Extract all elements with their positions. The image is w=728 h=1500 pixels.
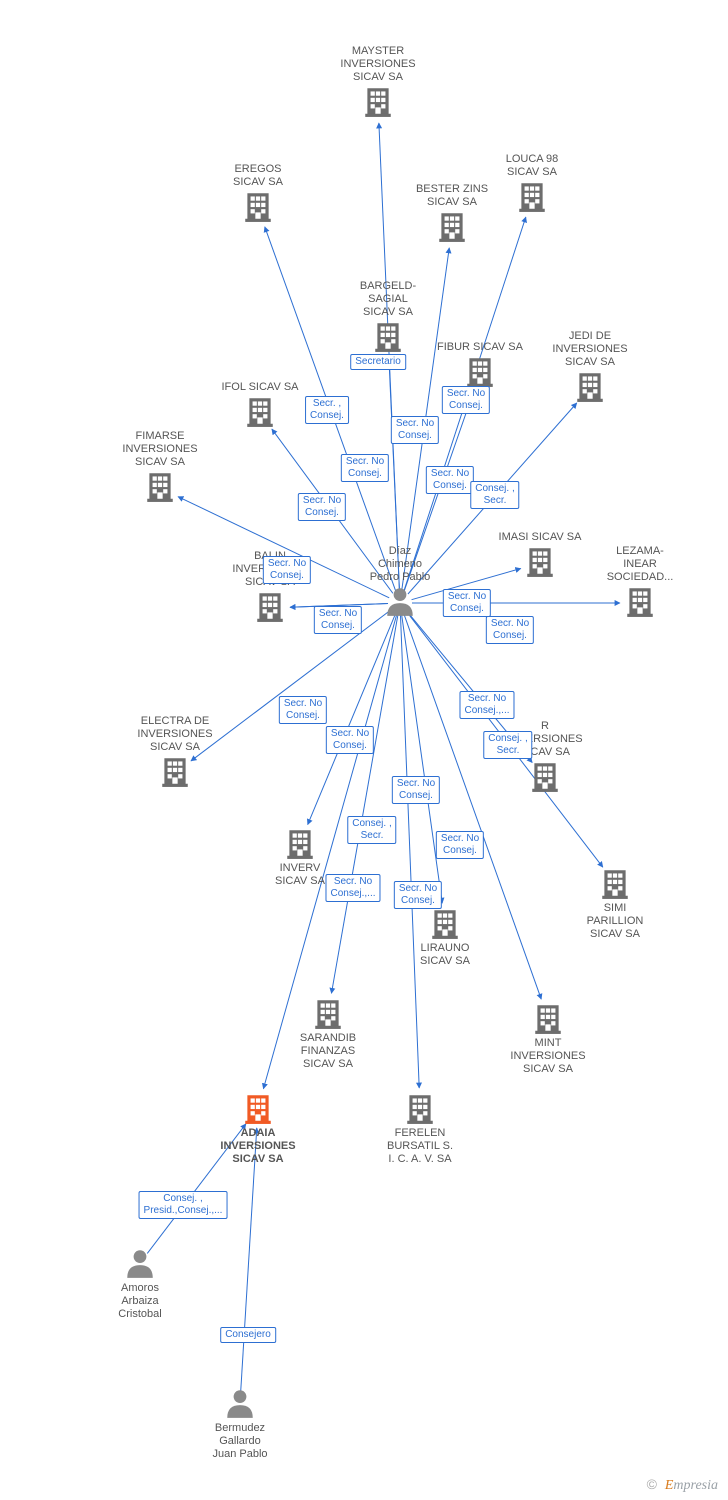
edge-label: Secr. NoConsej. xyxy=(442,386,490,414)
edge-label: Consej. ,Presid.,Consej.,... xyxy=(139,1191,228,1219)
footer: © Empresia xyxy=(647,1476,718,1494)
edge-label: Secr. NoConsej.,... xyxy=(325,874,380,902)
person-node-amoros[interactable]: AmorosArbaizaCristobal xyxy=(90,1246,190,1321)
company-node-louca[interactable]: LOUCA 98SICAV SA xyxy=(482,153,582,215)
edge xyxy=(400,615,419,1088)
node-label: MAYSTERINVERSIONESSICAV SA xyxy=(328,45,428,84)
edge-label: Secr. NoConsej. xyxy=(436,831,484,859)
edge-label: Secr. NoConsej. xyxy=(426,466,474,494)
node-label: FIBUR SICAV SA xyxy=(430,341,530,354)
company-node-eregos[interactable]: EREGOSSICAV SA xyxy=(208,163,308,225)
person-node-diaz[interactable]: DíazChimenoPedro Pablo xyxy=(350,545,450,620)
node-label: LOUCA 98SICAV SA xyxy=(482,153,582,179)
edge-label: Secr. NoConsej. xyxy=(392,776,440,804)
node-label: ELECTRA DEINVERSIONESSICAV SA xyxy=(125,715,225,754)
edge-label: Secr. NoConsej. xyxy=(263,556,311,584)
person-node-bermudez[interactable]: BermudezGallardoJuan Pablo xyxy=(190,1386,290,1461)
node-label: JEDI DEINVERSIONESSICAV SA xyxy=(540,330,640,369)
edge-label: Secr. ,Consej. xyxy=(305,396,349,424)
edge-label: Consej. ,Secr. xyxy=(470,481,519,509)
company-node-simi[interactable]: SIMIPARILLIONSICAV SA xyxy=(565,866,665,941)
edge-label: Secr. NoConsej. xyxy=(443,589,491,617)
edge-label: Consejero xyxy=(220,1327,276,1343)
node-label: ADAIAINVERSIONESSICAV SA xyxy=(208,1127,308,1166)
company-node-fibur[interactable]: FIBUR SICAV SA xyxy=(430,341,530,390)
brand-rest: mpresia xyxy=(673,1478,718,1493)
copyright-symbol: © xyxy=(647,1476,657,1492)
company-node-jedi[interactable]: JEDI DEINVERSIONESSICAV SA xyxy=(540,330,640,405)
company-node-sarandib[interactable]: SARANDIBFINANZASSICAV SA xyxy=(278,996,378,1071)
company-node-lezama[interactable]: LEZAMA-INEARSOCIEDAD... xyxy=(590,545,690,620)
edge-label: Secr. NoConsej. xyxy=(314,606,362,634)
edge-label: Consej. ,Secr. xyxy=(347,816,396,844)
company-node-lirauno[interactable]: LIRAUNOSICAV SA xyxy=(395,906,495,968)
node-label: DíazChimenoPedro Pablo xyxy=(350,545,450,584)
company-node-mayster[interactable]: MAYSTERINVERSIONESSICAV SA xyxy=(328,45,428,120)
node-label: LIRAUNOSICAV SA xyxy=(395,942,495,968)
company-node-ferelen[interactable]: FERELENBURSATIL S.I. C. A. V. SA xyxy=(370,1091,470,1166)
company-node-electra[interactable]: ELECTRA DEINVERSIONESSICAV SA xyxy=(125,715,225,790)
node-label: FERELENBURSATIL S.I. C. A. V. SA xyxy=(370,1127,470,1166)
company-node-fimarse[interactable]: FIMARSEINVERSIONESSICAV SA xyxy=(110,430,210,505)
edge-label: Secr. NoConsej. xyxy=(298,493,346,521)
edge-label: Secr. NoConsej. xyxy=(326,726,374,754)
company-node-ifol[interactable]: IFOL SICAV SA xyxy=(210,381,310,430)
edge-label: Secr. NoConsej. xyxy=(486,616,534,644)
node-label: MINTINVERSIONESSICAV SA xyxy=(498,1037,598,1076)
node-label: SIMIPARILLIONSICAV SA xyxy=(565,902,665,941)
edge xyxy=(241,1128,257,1391)
node-label: BermudezGallardoJuan Pablo xyxy=(190,1422,290,1461)
node-label: SARANDIBFINANZASSICAV SA xyxy=(278,1032,378,1071)
node-label: IMASI SICAV SA xyxy=(490,531,590,544)
company-node-mint[interactable]: MINTINVERSIONESSICAV SA xyxy=(498,1001,598,1076)
edge-label: Secr. NoConsej. xyxy=(391,416,439,444)
edge xyxy=(402,615,443,903)
edge-label: Secr. NoConsej. xyxy=(279,696,327,724)
edge xyxy=(331,615,397,993)
node-label: EREGOSSICAV SA xyxy=(208,163,308,189)
node-label: BARGELD-SAGIALSICAV SA xyxy=(338,280,438,319)
node-label: LEZAMA-INEARSOCIEDAD... xyxy=(590,545,690,584)
edge-label: Secr. NoConsej.,... xyxy=(459,691,514,719)
node-label: FIMARSEINVERSIONESSICAV SA xyxy=(110,430,210,469)
edge-label: Consej. ,Secr. xyxy=(483,731,532,759)
company-node-imasi[interactable]: IMASI SICAV SA xyxy=(490,531,590,580)
edge-label: Secr. NoConsej. xyxy=(394,881,442,909)
company-node-adaia[interactable]: ADAIAINVERSIONESSICAV SA xyxy=(208,1091,308,1166)
edge-label: Secr. NoConsej. xyxy=(341,454,389,482)
edge-label: Secretario xyxy=(350,354,406,370)
company-node-bargeld[interactable]: BARGELD-SAGIALSICAV SA xyxy=(338,280,438,355)
node-label: AmorosArbaizaCristobal xyxy=(90,1282,190,1321)
node-label: IFOL SICAV SA xyxy=(210,381,310,394)
